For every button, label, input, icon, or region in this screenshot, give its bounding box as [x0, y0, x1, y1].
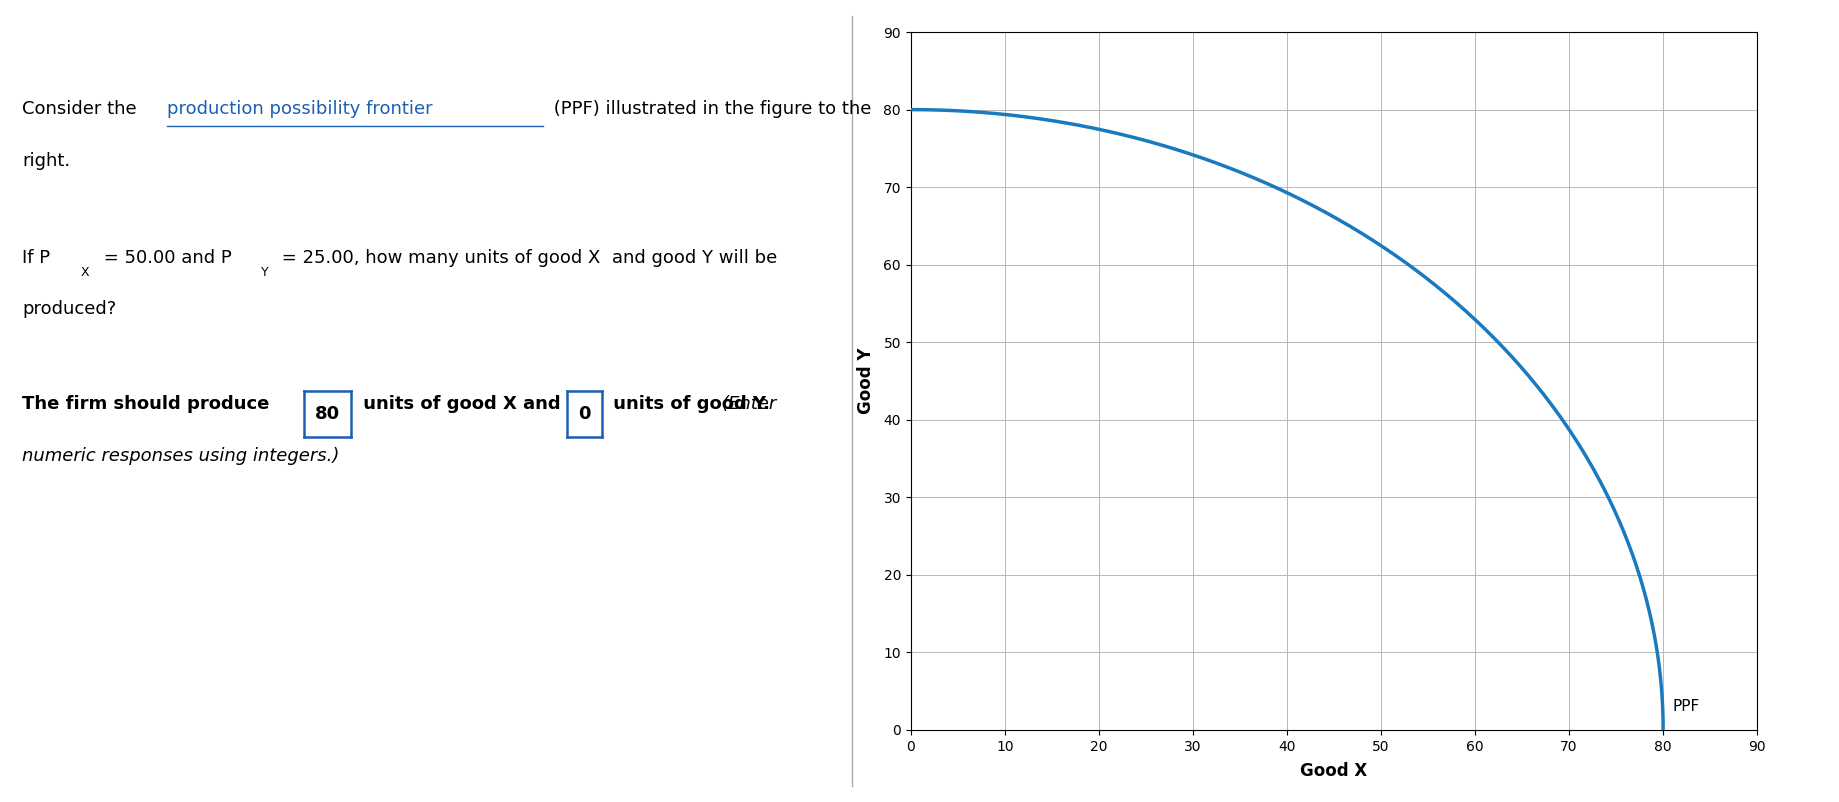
Text: units of good Y.: units of good Y.: [607, 395, 782, 412]
Text: units of good X and: units of good X and: [357, 395, 566, 412]
Text: PPF: PPF: [1672, 699, 1699, 715]
Text: = 50.00 and P: = 50.00 and P: [97, 249, 232, 266]
Text: 80: 80: [314, 405, 340, 423]
Text: (PPF) illustrated in the figure to the: (PPF) illustrated in the figure to the: [548, 100, 872, 118]
Text: (Enter: (Enter: [721, 395, 776, 412]
Text: numeric responses using integers.): numeric responses using integers.): [22, 447, 338, 464]
Text: 0: 0: [577, 405, 590, 423]
Text: X: X: [81, 266, 90, 279]
Text: Consider the: Consider the: [22, 100, 142, 118]
Text: Y: Y: [261, 266, 268, 279]
Text: right.: right.: [22, 152, 70, 170]
Text: = 25.00, how many units of good X  and good Y will be: = 25.00, how many units of good X and go…: [276, 249, 776, 266]
Y-axis label: Good Y: Good Y: [857, 348, 875, 414]
Text: If P: If P: [22, 249, 50, 266]
Text: produced?: produced?: [22, 300, 116, 318]
X-axis label: Good X: Good X: [1300, 762, 1366, 780]
Text: production possibility frontier: production possibility frontier: [167, 100, 432, 118]
Text: The firm should produce: The firm should produce: [22, 395, 276, 412]
